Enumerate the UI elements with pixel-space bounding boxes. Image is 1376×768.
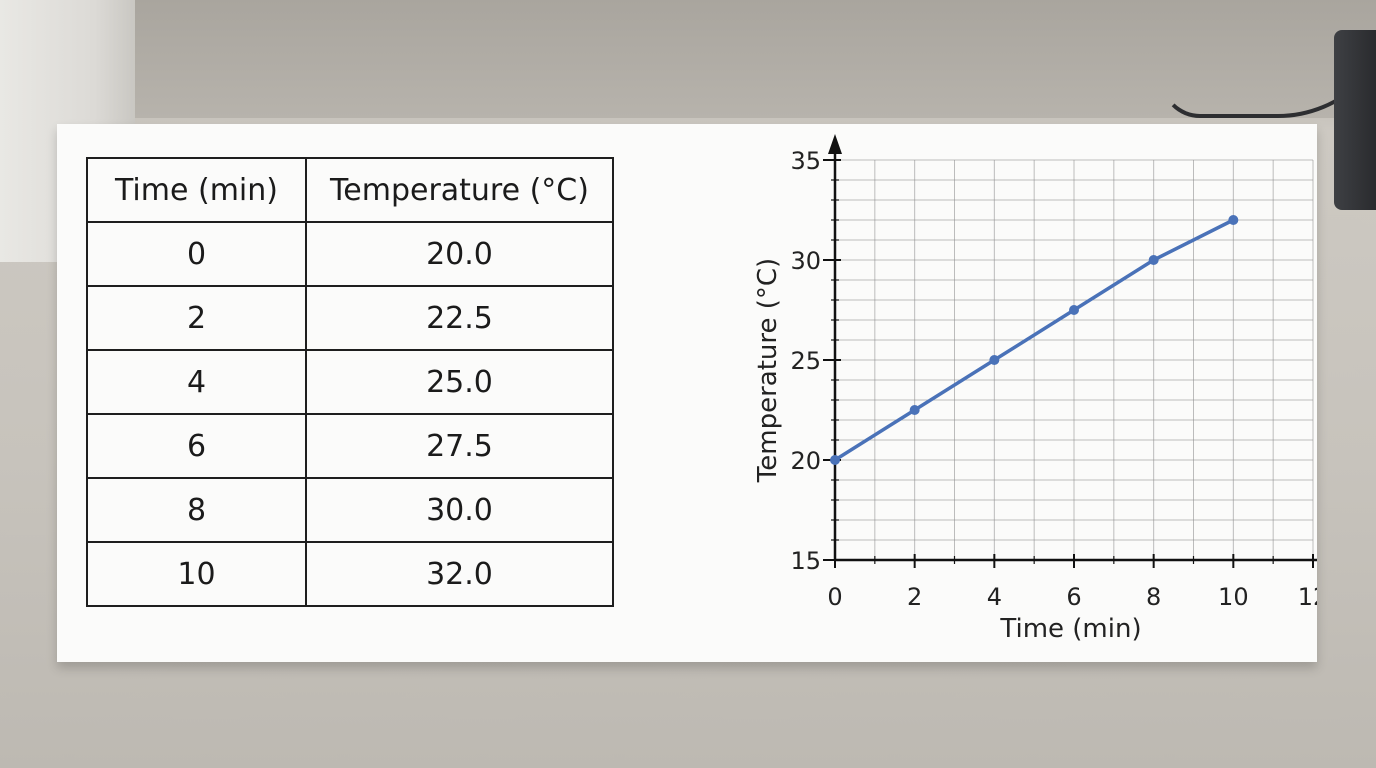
- table-cell-time: 10: [86, 541, 307, 607]
- data-point: [1069, 305, 1079, 315]
- y-axis-arrow: [828, 134, 842, 154]
- y-tick-label: 15: [790, 547, 821, 575]
- y-axis-label: Temperature (°C): [753, 258, 783, 483]
- paper-card: Time (min) Temperature (°C) 0 20.0 2 22.…: [57, 124, 1317, 662]
- y-tick-label: 25: [790, 347, 821, 375]
- line-chart: 15 20 25 30 35 0 2 4 6 8 10 12 Time (min) Temperature…: [753, 134, 1317, 644]
- table-row: 6 27.5: [86, 413, 614, 479]
- x-tick-label: 10: [1218, 583, 1249, 611]
- x-tick-label: 8: [1146, 583, 1161, 611]
- table-cell-temperature: 32.0: [305, 541, 614, 607]
- table-cell-time: 6: [86, 413, 307, 479]
- background-wall: [0, 0, 1376, 118]
- table-cell-temperature: 20.0: [305, 221, 614, 287]
- table-cell-time: 4: [86, 349, 307, 415]
- data-point: [989, 355, 1000, 365]
- background-cable: [1160, 0, 1376, 118]
- table-header-temperature: Temperature (°C): [305, 157, 614, 223]
- data-point: [909, 405, 920, 415]
- table-header-row: Time (min) Temperature (°C): [86, 157, 614, 223]
- data-point: [1148, 255, 1159, 265]
- table-cell-time: 0: [86, 221, 307, 287]
- x-tick-label: 0: [827, 583, 842, 611]
- table-cell-time: 2: [86, 285, 307, 351]
- table-cell-time: 8: [86, 477, 307, 543]
- series-line: [834, 218, 1235, 462]
- x-tick-label: 6: [1066, 583, 1081, 611]
- x-tick-label: 12: [1298, 583, 1317, 611]
- table-row: 8 30.0: [86, 477, 614, 543]
- data-point: [1228, 215, 1239, 225]
- table-header-time: Time (min): [86, 157, 307, 223]
- data-table: Time (min) Temperature (°C) 0 20.0 2 22.…: [86, 157, 614, 607]
- table-row: 10 32.0: [86, 541, 614, 607]
- y-tick-label: 20: [790, 447, 821, 475]
- table-row: 0 20.0: [86, 221, 614, 287]
- background-device-right: [1334, 30, 1376, 210]
- table-cell-temperature: 25.0: [305, 349, 614, 415]
- table-row: 4 25.0: [86, 349, 614, 415]
- x-axis-label: Time (min): [999, 614, 1141, 644]
- data-point: [830, 455, 840, 465]
- y-tick-label: 35: [790, 147, 821, 175]
- y-tick-label: 30: [790, 247, 821, 275]
- table-cell-temperature: 22.5: [305, 285, 614, 351]
- x-tick-label: 2: [907, 583, 922, 611]
- table-row: 2 22.5: [86, 285, 614, 351]
- table-cell-temperature: 30.0: [305, 477, 614, 543]
- table-cell-temperature: 27.5: [305, 413, 614, 479]
- x-tick-label: 4: [987, 583, 1002, 611]
